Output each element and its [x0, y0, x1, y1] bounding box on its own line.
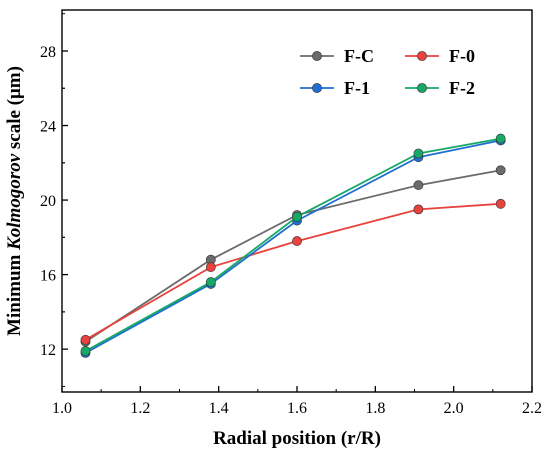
y-tick-label: 16: [40, 268, 56, 285]
data-point: [495, 165, 506, 176]
legend-label: F-2: [449, 78, 475, 98]
data-point: [495, 198, 506, 209]
data-point: [205, 262, 216, 273]
legend-item-f-c: F-C: [300, 46, 374, 66]
series-f-2: [80, 133, 506, 356]
plot-border: [61, 9, 533, 393]
x-tick-label: 2.0: [444, 400, 464, 417]
y-tick-label: 20: [40, 193, 56, 210]
x-axis-title: Radial position (r/R): [213, 428, 381, 449]
x-tick-label: 1.6: [287, 400, 307, 417]
series-layer: [80, 133, 506, 358]
x-tick-label: 1.8: [365, 400, 385, 417]
axes-layer: 1.0 1.2 1.4 1.6 1.8 2.0 2.2 12 16 20 24 28: [40, 13, 542, 417]
y-axis-title: Minimum Kolmogorov scale (μm): [4, 66, 25, 336]
y-axis-title-part: Minimum: [4, 250, 25, 336]
legend-item-f-0: F-0: [405, 46, 475, 66]
legend-label: F-1: [344, 78, 370, 98]
y-axis-title-italic-part: Kolmogorov: [4, 153, 25, 251]
data-point: [80, 334, 91, 345]
data-point: [292, 236, 302, 246]
legend-marker: [312, 83, 322, 93]
legend-marker: [417, 51, 427, 61]
x-tick-label: 1.4: [209, 400, 229, 417]
legend-label: F-0: [449, 46, 475, 66]
plot-area: [61, 9, 533, 393]
data-point: [413, 180, 424, 191]
x-tick-label: 1.0: [52, 400, 72, 417]
data-point: [292, 211, 302, 222]
y-tick-label: 28: [40, 44, 56, 61]
legend: F-C F-0 F-1 F-2: [300, 46, 475, 98]
series-f-0: [80, 198, 506, 345]
legend-marker: [312, 51, 322, 61]
data-point: [205, 277, 216, 287]
y-tick-label: 12: [40, 342, 56, 359]
data-point: [80, 346, 91, 356]
series-line: [85, 139, 501, 354]
series-f-1: [80, 135, 506, 358]
legend-marker: [417, 83, 427, 93]
data-point: [495, 133, 506, 144]
y-axis-title-part: scale (μm): [4, 66, 25, 154]
data-point: [413, 148, 424, 159]
y-tick-label: 24: [40, 119, 56, 136]
x-tick-label: 1.2: [130, 400, 150, 417]
x-tick-label: 2.2: [522, 400, 542, 417]
legend-item-f-2: F-2: [405, 78, 475, 98]
legend-item-f-1: F-1: [300, 78, 370, 98]
legend-label: F-C: [344, 46, 374, 66]
data-point: [413, 204, 424, 215]
